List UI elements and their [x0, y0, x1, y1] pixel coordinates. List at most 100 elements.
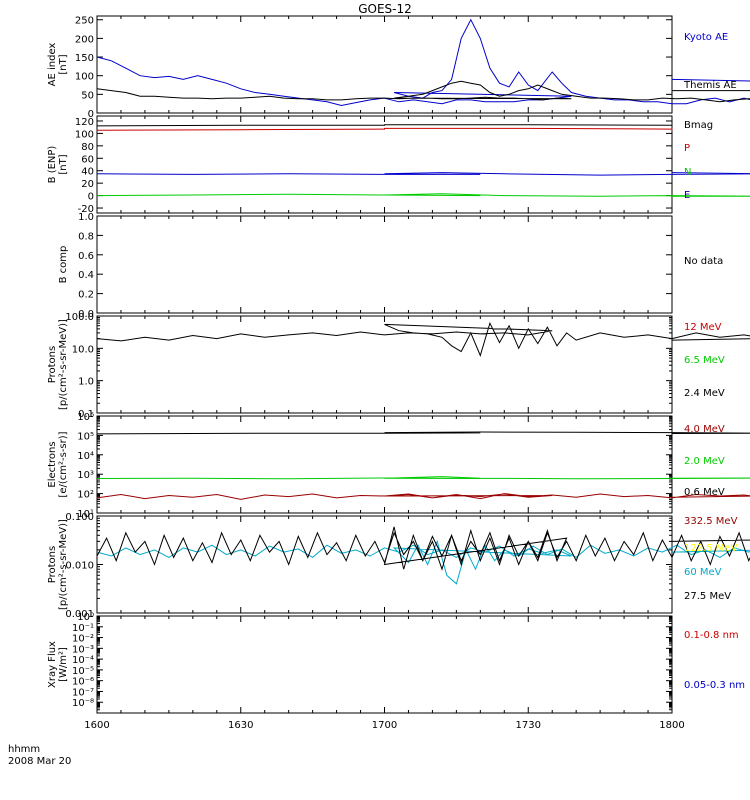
- y-axis-label: Xray Flux: [47, 641, 58, 688]
- y-tick-label: 1.0: [78, 212, 94, 223]
- y-tick-label: 10⁻⁴: [72, 655, 94, 666]
- panel-protons_high: 0.001 0.010 0.100 Protons [p/(cm²-s-sr-MeV)]…: [47, 512, 750, 620]
- series-line-0-6-mev: [96, 431, 750, 435]
- x-tick-label: 1600: [84, 720, 109, 731]
- y-tick-label: 250: [75, 16, 94, 27]
- panel-protons_low: 0.1 1.0 10.0 100.0 Protons [p/(cm²-s-sr-MeV)]…: [47, 312, 750, 420]
- series-line-4-0-mev: [96, 493, 750, 500]
- y-tick-label: -20: [78, 204, 94, 215]
- y-axis-label: [p/(cm²-s-sr-MeV)]: [58, 319, 69, 410]
- legend-entry: 2.4 MeV: [684, 388, 725, 399]
- series-line-2-4-mev: [96, 321, 750, 357]
- series-line-kyoto-ae: [96, 18, 750, 107]
- y-tick-label: 10³: [77, 470, 94, 481]
- legend-entry: P: [684, 143, 690, 154]
- legend-entry: 6.5 MeV: [684, 355, 725, 366]
- y-axis-label: [W/m²]: [58, 647, 69, 682]
- y-tick-label: 0.100: [65, 512, 94, 523]
- panel-ae: 0 50 100 150 200 250 AE index [nT] Kyoto AE Themi…: [47, 15, 750, 120]
- legend-entry: 2.0 MeV: [684, 456, 725, 467]
- series-line-e: [96, 172, 750, 176]
- y-tick-label: 0.4: [78, 270, 94, 281]
- legend-entry: Kyoto AE: [684, 32, 728, 43]
- legend-entry: 4.0 MeV: [684, 424, 725, 435]
- y-tick-label: 10⁻¹: [72, 623, 94, 634]
- panel-frame: [96, 115, 673, 214]
- panel-frame: [96, 215, 673, 314]
- panel-bcomp: 0.0 0.2 0.4 0.6 0.8 1.0 B comp No data: [58, 212, 723, 320]
- series-line-bmag: [96, 124, 673, 127]
- y-tick-label: 100: [75, 129, 94, 140]
- series-line-60-mev: [96, 539, 750, 585]
- y-tick-label: 10⁻⁸: [72, 698, 94, 709]
- y-tick-label: 20: [81, 179, 94, 190]
- x-tick-label: 1800: [659, 720, 684, 731]
- y-tick-label: 60: [81, 154, 94, 165]
- y-tick-label: 1.0: [78, 377, 94, 388]
- series-line-2-0-mev: [96, 476, 750, 480]
- y-tick-label: 120: [75, 117, 94, 128]
- legend-entry: N: [684, 167, 691, 178]
- y-tick-label: 0.1: [78, 409, 94, 420]
- legend-entry: Themis AE: [683, 80, 737, 91]
- y-axis-label: [e/(cm²-s-sr)]: [58, 431, 69, 497]
- panel-frame: [96, 415, 673, 514]
- y-tick-label: 10⁻⁶: [72, 677, 94, 688]
- y-axis-label: Electrons: [47, 441, 58, 487]
- y-tick-label: 10²: [77, 490, 94, 501]
- y-tick-label: 0.010: [65, 561, 94, 572]
- y-axis-label: [nT]: [58, 154, 69, 174]
- y-axis-label: AE index: [47, 43, 58, 87]
- y-tick-label: 10⁻³: [72, 644, 94, 655]
- y-tick-label: 10⁵: [77, 431, 94, 442]
- x-tick-label: 1700: [372, 720, 397, 731]
- panel-electrons: 10¹ 10² 10³ 10⁴ 10⁵ 10⁶ Electrons [e/(cm²-s-sr)…: [47, 412, 750, 520]
- y-tick-label: 50: [81, 90, 94, 101]
- y-tick-label: 10⁰: [77, 612, 94, 623]
- y-tick-label: 0.2: [78, 290, 94, 301]
- y-axis-label: [p/(cm²-s-sr-MeV)]: [58, 519, 69, 610]
- x-tick-label: 1630: [228, 720, 253, 731]
- legend-entry: 12 MeV: [684, 322, 722, 333]
- y-tick-label: 10¹: [77, 509, 94, 520]
- y-tick-label: 10⁻²: [72, 634, 94, 645]
- y-axis-label: Protons: [47, 546, 58, 583]
- legend-entry: 332.5 MeV: [684, 516, 738, 527]
- y-tick-label: 10⁻⁵: [72, 666, 94, 677]
- series-line-n: [96, 193, 750, 197]
- y-tick-label: 200: [75, 34, 94, 45]
- y-tick-label: 0: [88, 192, 94, 203]
- y-axis-label: B (ENP): [47, 146, 58, 184]
- legend-entry: Bmag: [684, 120, 713, 131]
- y-tick-label: 10⁻⁷: [72, 687, 94, 698]
- y-tick-label: 0.6: [78, 251, 94, 262]
- y-tick-label: 0.0: [78, 309, 94, 320]
- legend-entry: 122.5 MeV: [684, 543, 738, 554]
- legend-entry: 0.1-0.8 nm: [684, 630, 739, 641]
- legend-entry: 27.5 MeV: [684, 591, 731, 602]
- x-tick-label: 1730: [516, 720, 541, 731]
- legend-entry: 0.6 MeV: [684, 487, 725, 498]
- panel-frame: [96, 615, 673, 714]
- y-tick-label: 150: [75, 53, 94, 64]
- y-tick-label: 80: [81, 142, 94, 153]
- y-tick-label: 100: [75, 72, 94, 83]
- series-line-27-5-mev: [96, 526, 750, 571]
- legend-entry: E: [684, 190, 690, 201]
- time-axis-label: hhmm: [8, 744, 40, 755]
- y-axis-label: [nT]: [58, 54, 69, 74]
- y-tick-label: 100.0: [65, 312, 94, 323]
- figure-title: GOES-12: [358, 2, 412, 16]
- y-tick-label: 10⁴: [77, 451, 94, 462]
- y-tick-label: 10⁶: [77, 412, 94, 423]
- legend-entry: 0.05-0.3 nm: [684, 680, 745, 691]
- legend-entry: 60 MeV: [684, 567, 722, 578]
- series-line-themis-ae: [96, 80, 750, 103]
- y-tick-label: 0: [88, 109, 94, 120]
- series-line-p: [96, 127, 673, 131]
- date-label: 2008 Mar 20: [8, 756, 71, 767]
- y-axis-label: Protons: [47, 346, 58, 383]
